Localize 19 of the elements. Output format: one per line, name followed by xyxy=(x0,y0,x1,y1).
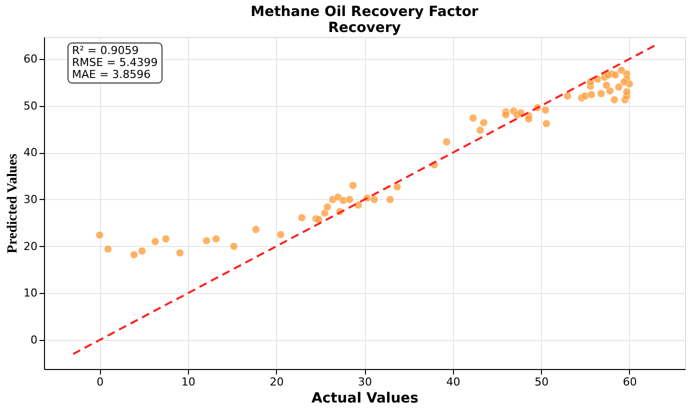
x-tick-label: 50 xyxy=(534,376,549,388)
x-tick-label: 60 xyxy=(622,376,637,388)
y-tick-label: 50 xyxy=(24,99,38,112)
x-tick-label: 40 xyxy=(446,376,460,388)
y-tick-label: 30 xyxy=(24,192,38,206)
text: Recovery xyxy=(328,20,401,36)
x-tick-label: 20 xyxy=(270,376,284,388)
y-tick-label: 0 xyxy=(30,333,38,346)
y-tick-label: 60 xyxy=(24,52,38,66)
x-tick-label: 30 xyxy=(358,376,372,388)
y-tick-label: 40 xyxy=(24,146,38,160)
y-tick-label: 20 xyxy=(24,240,38,253)
y-tick-label: 10 xyxy=(24,286,38,300)
y-axis-title: Predicted Values xyxy=(6,153,21,254)
text: Methane Oil Recovery Factor xyxy=(250,4,478,20)
annotation: R² = 0.9059 RMSE = 5.4399 MAE = 3.8596 xyxy=(72,44,158,81)
x-tick-label: 0 xyxy=(96,376,104,388)
x-axis-title: Actual Values xyxy=(311,390,419,406)
x-tick-label: 10 xyxy=(181,376,196,388)
